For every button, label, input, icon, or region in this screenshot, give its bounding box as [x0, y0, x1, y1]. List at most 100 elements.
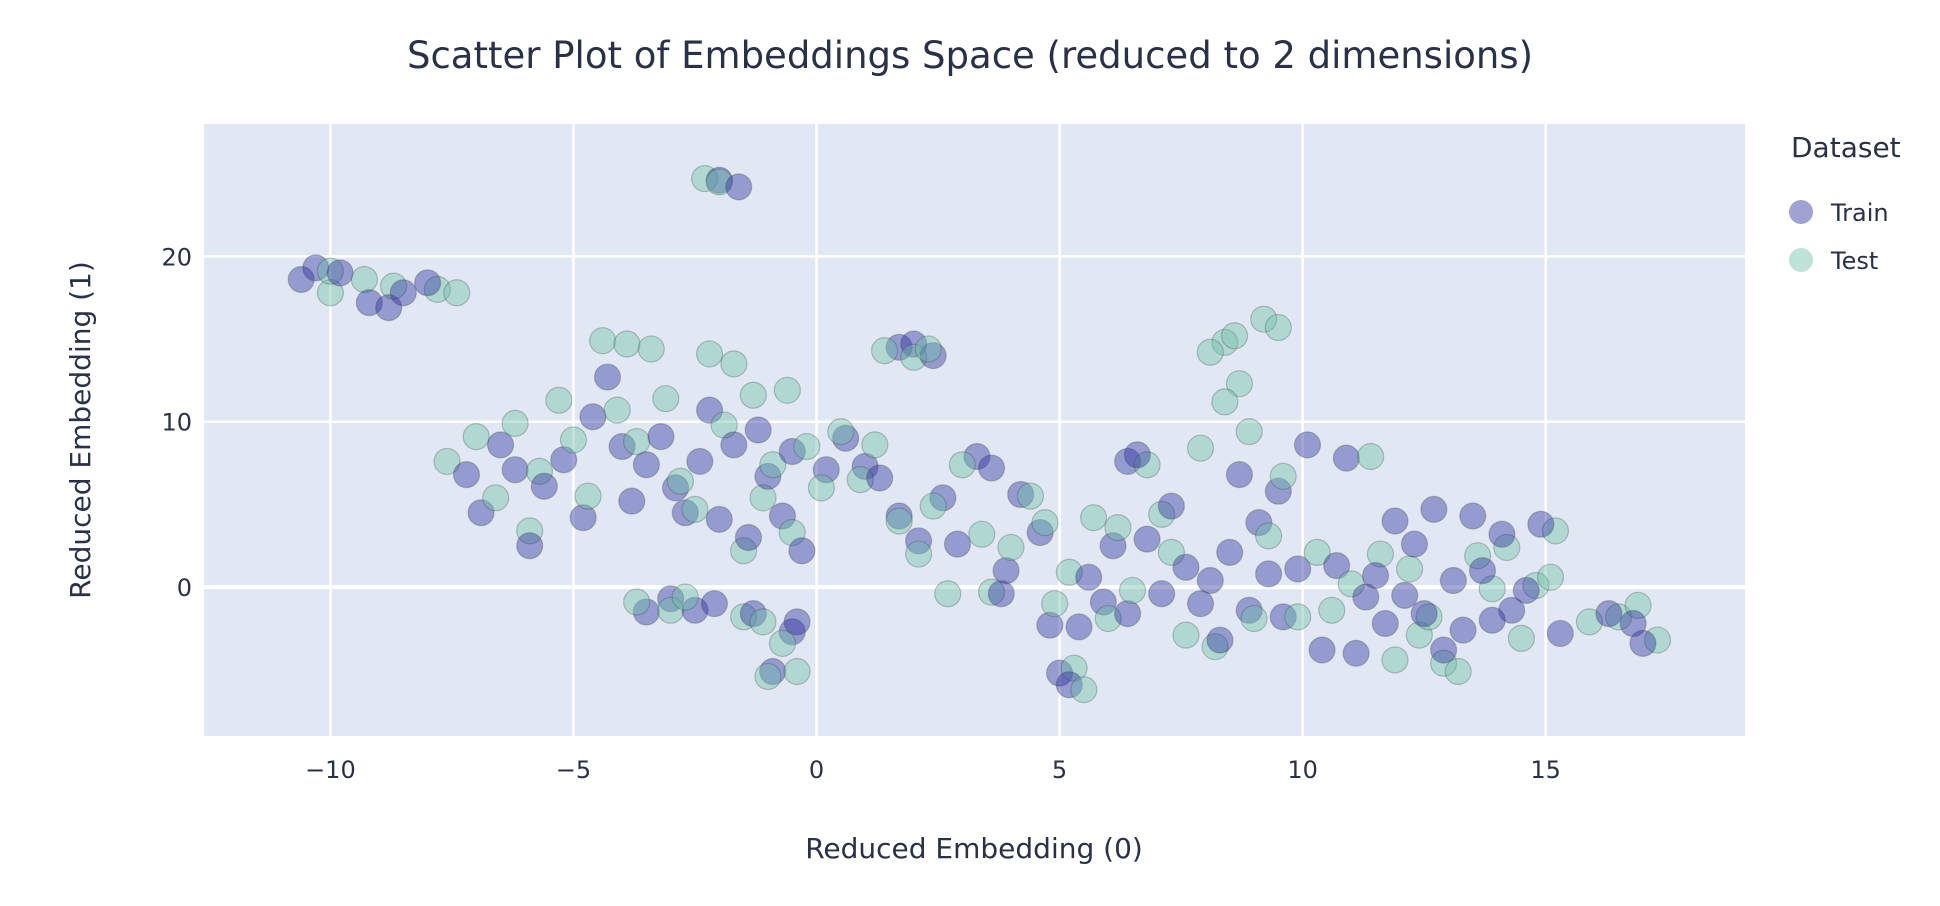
point-train: [1007, 480, 1035, 509]
plot-area: [204, 124, 1745, 736]
point-test: [1444, 657, 1472, 686]
point-train: [866, 464, 894, 492]
point-train: [1148, 580, 1176, 608]
point-train: [686, 447, 714, 476]
point-test: [1366, 540, 1395, 568]
point-test: [1493, 533, 1521, 562]
point-test: [1235, 418, 1263, 446]
point-test: [1264, 313, 1292, 342]
point-train: [550, 446, 578, 474]
point-test: [846, 466, 874, 494]
point-test: [1031, 509, 1059, 537]
y-axis-title: Reduced Embedding (1): [64, 261, 97, 599]
point-test: [1507, 624, 1535, 653]
point-train: [661, 474, 690, 502]
x-tick-label: −10: [305, 756, 356, 784]
point-train: [302, 254, 330, 282]
point-train: [1284, 555, 1312, 583]
point-test: [423, 275, 451, 304]
point-test: [1318, 596, 1346, 624]
point-test: [1337, 570, 1365, 598]
point-train: [987, 580, 1015, 608]
point-test: [1201, 633, 1229, 661]
point-test: [1211, 388, 1239, 416]
point-test: [710, 411, 738, 439]
point-train: [1196, 566, 1224, 595]
point-train: [1172, 553, 1200, 581]
point-train: [452, 461, 481, 489]
point-train: [1400, 530, 1429, 558]
point-train: [1468, 556, 1497, 585]
point-test: [778, 518, 806, 547]
point-test: [462, 423, 490, 451]
point-train: [1123, 441, 1151, 469]
point-test: [1094, 604, 1122, 633]
point-train: [1157, 492, 1185, 520]
point-test: [1118, 576, 1147, 605]
point-train: [1216, 538, 1244, 567]
point-test: [1284, 603, 1312, 631]
point-test: [1415, 603, 1443, 631]
point-train: [1478, 606, 1506, 634]
point-test: [870, 337, 899, 365]
point-train: [695, 396, 724, 424]
point-test: [759, 451, 787, 479]
point-test: [720, 350, 748, 378]
point-test: [1060, 654, 1088, 682]
point-test: [1133, 451, 1161, 479]
point-train: [467, 499, 495, 527]
point-test: [525, 457, 554, 485]
point-train: [1342, 639, 1370, 667]
point-test: [1225, 370, 1254, 398]
point-test: [968, 520, 996, 548]
point-train: [375, 294, 403, 322]
point-test: [574, 482, 602, 510]
point-test: [914, 335, 942, 363]
point-train: [768, 502, 797, 530]
legend-label-test: Test: [1830, 247, 1878, 275]
point-test: [768, 629, 797, 657]
point-train: [1420, 495, 1448, 523]
legend: Dataset Train Test: [1789, 131, 1901, 275]
point-test: [1643, 626, 1672, 654]
point-train: [1361, 561, 1390, 590]
point-train: [1323, 552, 1351, 580]
point-train: [579, 403, 607, 431]
point-train: [1114, 599, 1142, 628]
point-test: [1016, 482, 1045, 510]
point-train: [744, 416, 772, 444]
point-train: [1439, 566, 1467, 595]
point-train: [705, 505, 733, 533]
point-test: [997, 533, 1025, 562]
point-test: [1104, 513, 1132, 542]
point-train: [734, 523, 763, 552]
point-train: [851, 452, 879, 480]
point-test: [603, 396, 631, 424]
point-test: [1269, 462, 1297, 490]
point-test: [379, 272, 408, 300]
point-test: [613, 330, 641, 358]
point-test: [623, 588, 651, 616]
point-test: [1357, 442, 1385, 471]
point-test: [652, 384, 680, 413]
point-test: [793, 432, 821, 461]
point-test: [433, 447, 461, 476]
y-tick-label: 10: [161, 409, 192, 437]
point-train: [1225, 461, 1254, 489]
point-test: [1536, 563, 1565, 591]
point-test: [1240, 604, 1268, 633]
point-test: [749, 608, 777, 636]
point-train: [1527, 510, 1555, 538]
point-train: [1099, 532, 1127, 560]
axis-ticks: −10 −5 0 5 10 15 0 10 20: [161, 243, 1561, 784]
point-train: [778, 437, 806, 466]
point-train: [1206, 626, 1234, 654]
point-test: [1186, 434, 1215, 462]
point-train: [1264, 477, 1292, 505]
legend-marker-train: [1789, 200, 1813, 224]
point-test: [705, 168, 733, 196]
point-train: [1498, 596, 1526, 624]
point-test: [1430, 649, 1458, 677]
data-points: [287, 164, 1672, 704]
point-train: [783, 608, 811, 636]
